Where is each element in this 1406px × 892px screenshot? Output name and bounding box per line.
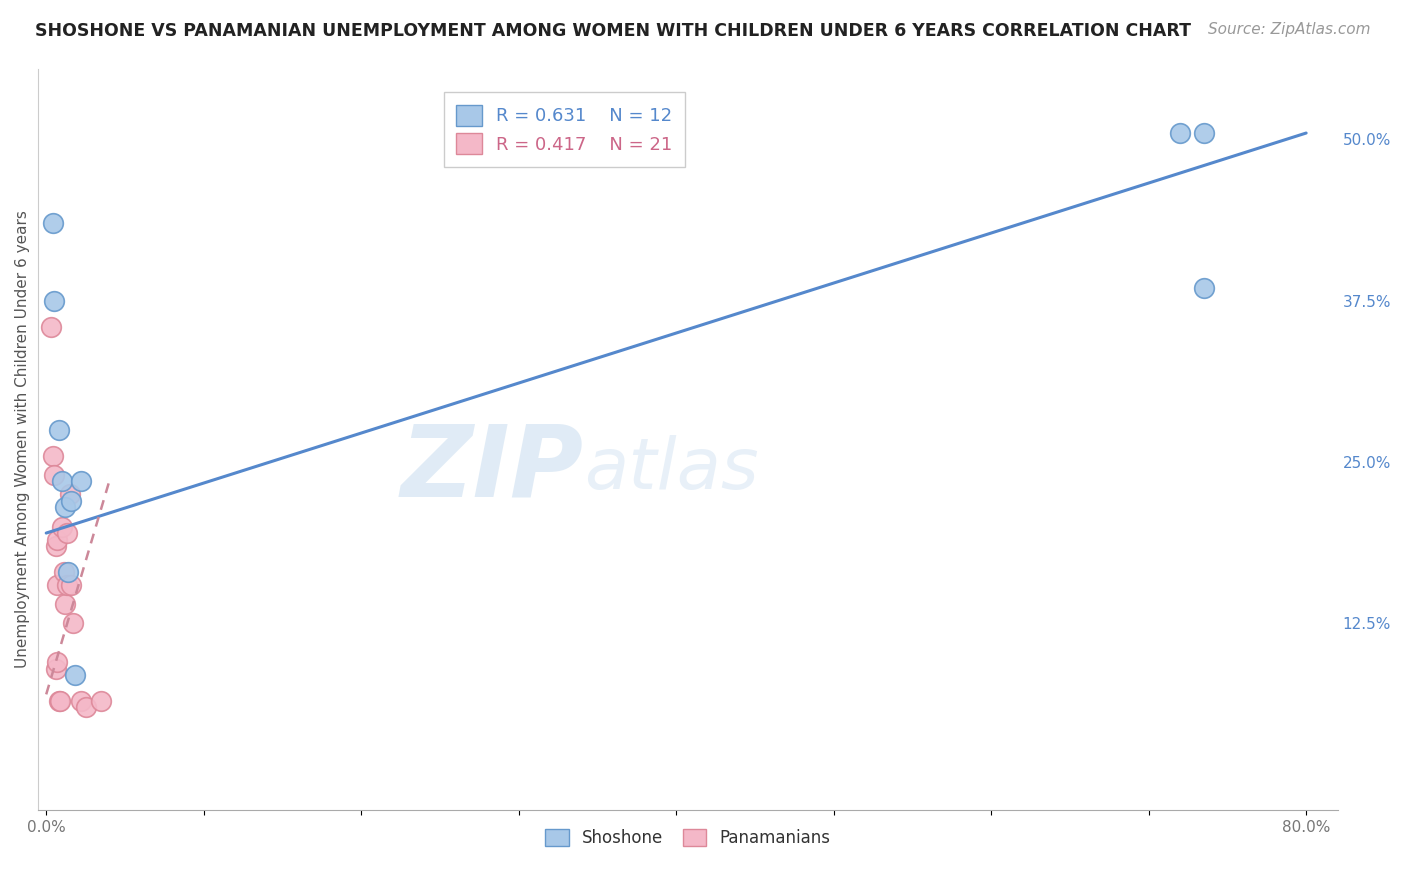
Point [41, 449, 63, 463]
Point [39, 319, 62, 334]
Point [46, 655, 69, 669]
Point [49, 694, 72, 708]
Point [51, 475, 73, 489]
Point [55, 526, 77, 541]
Point [90, 694, 112, 708]
Point [48, 423, 70, 437]
Point [63, 668, 86, 682]
Point [70, 475, 93, 489]
Point [75, 700, 97, 714]
Point [53, 500, 76, 515]
Point [42, 293, 65, 308]
Point [45, 539, 67, 553]
Point [53, 597, 76, 611]
Point [62, 616, 84, 631]
Point [59, 487, 82, 501]
Text: atlas: atlas [583, 434, 759, 504]
Point [48, 694, 70, 708]
Text: Source: ZipAtlas.com: Source: ZipAtlas.com [1208, 22, 1371, 37]
Point [46, 577, 69, 591]
Point [60, 493, 83, 508]
Point [46, 533, 69, 547]
Point [55, 577, 77, 591]
Point [51, 519, 73, 533]
Point [1192, 126, 1215, 140]
Point [42, 468, 65, 483]
Point [58, 565, 80, 579]
Point [70, 694, 93, 708]
Point [52, 565, 75, 579]
Point [60, 577, 83, 591]
Point [41, 216, 63, 230]
Text: ZIP: ZIP [401, 421, 583, 517]
Point [1168, 126, 1191, 140]
Legend: Shoshone, Panamanians: Shoshone, Panamanians [538, 822, 838, 855]
Point [45, 661, 67, 675]
Point [1192, 281, 1215, 295]
Y-axis label: Unemployment Among Women with Children Under 6 years: Unemployment Among Women with Children U… [15, 211, 30, 668]
Text: SHOSHONE VS PANAMANIAN UNEMPLOYMENT AMONG WOMEN WITH CHILDREN UNDER 6 YEARS CORR: SHOSHONE VS PANAMANIAN UNEMPLOYMENT AMON… [35, 22, 1191, 40]
